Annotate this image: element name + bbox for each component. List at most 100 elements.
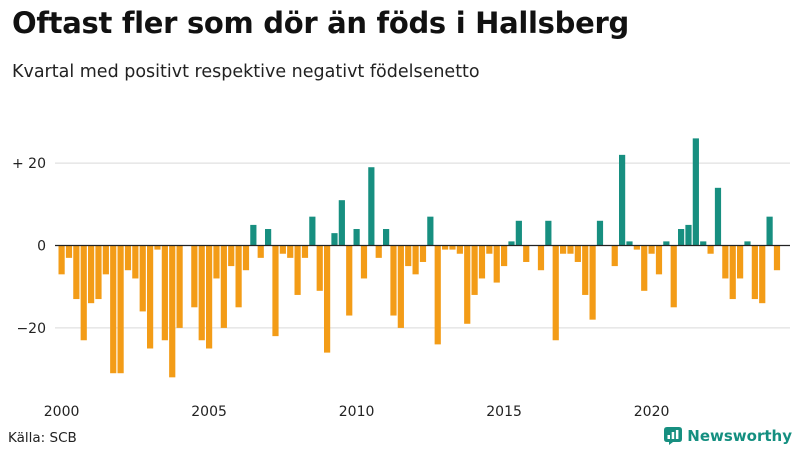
bar — [316, 245, 323, 291]
bar — [228, 245, 235, 267]
newsworthy-logo-icon — [664, 427, 683, 445]
bar — [486, 245, 493, 254]
bar — [427, 216, 434, 246]
x-tick-label: 2020 — [634, 404, 670, 420]
bar — [589, 245, 596, 320]
bar — [478, 245, 486, 279]
bar — [515, 220, 522, 246]
bar — [700, 241, 707, 246]
bar — [655, 245, 663, 275]
x-tick-label: 2015 — [486, 404, 522, 420]
bar — [206, 245, 213, 349]
bar — [309, 216, 316, 246]
x-tick-label: 2010 — [339, 404, 375, 420]
bar — [493, 245, 500, 283]
bar — [567, 245, 574, 254]
bar — [633, 245, 640, 250]
bar — [508, 241, 515, 246]
brand-name: Newsworthy — [687, 427, 792, 445]
bar — [338, 200, 345, 246]
bar — [272, 245, 279, 337]
bar — [744, 241, 751, 246]
bar — [641, 245, 648, 291]
bar — [191, 245, 198, 308]
bar — [582, 245, 589, 295]
bar — [729, 245, 736, 300]
bar — [574, 245, 581, 262]
bar — [265, 229, 272, 246]
bar — [383, 229, 390, 246]
y-tick-label: −20 — [16, 321, 46, 337]
bar — [139, 245, 146, 312]
bar — [405, 245, 412, 267]
bar — [692, 138, 699, 246]
bar — [611, 245, 618, 267]
bar — [375, 245, 382, 258]
bar — [714, 187, 722, 246]
bar — [523, 245, 530, 262]
bar — [412, 245, 419, 275]
bar — [235, 245, 242, 308]
bar — [287, 245, 294, 258]
bar — [773, 245, 781, 271]
bar — [456, 245, 463, 254]
bar — [220, 245, 227, 328]
bar — [552, 245, 559, 341]
bar — [626, 241, 633, 246]
y-tick-label: 0 — [37, 239, 46, 255]
bar — [324, 245, 331, 353]
bar — [501, 245, 508, 267]
bar — [397, 245, 404, 328]
bar — [648, 245, 655, 254]
bar — [124, 245, 132, 271]
bar — [294, 245, 301, 295]
bar — [88, 245, 95, 304]
bar — [390, 245, 397, 316]
bar — [80, 245, 87, 341]
source-note: Källa: SCB — [8, 430, 77, 446]
bar — [449, 245, 456, 250]
bar — [102, 245, 109, 275]
bar — [368, 167, 375, 246]
bar — [346, 245, 353, 316]
bar — [176, 245, 183, 328]
bar — [434, 245, 441, 345]
bar — [65, 245, 73, 258]
bar — [353, 229, 360, 246]
bar — [537, 245, 545, 271]
bar — [169, 245, 176, 378]
bar — [132, 245, 139, 279]
bar — [117, 245, 124, 374]
bar — [331, 233, 338, 246]
bar — [161, 245, 168, 341]
bar — [545, 220, 552, 246]
x-tick-label: 2005 — [191, 404, 227, 420]
bar — [678, 229, 685, 246]
bar — [154, 245, 161, 250]
bar — [242, 245, 250, 271]
bar — [663, 241, 670, 246]
bar — [471, 245, 478, 295]
bar — [722, 245, 729, 279]
bar — [464, 245, 471, 324]
bar — [670, 245, 677, 308]
bar — [707, 245, 714, 254]
bar — [759, 245, 766, 304]
bar — [685, 224, 692, 246]
bar — [766, 216, 773, 246]
x-tick-label: 2000 — [44, 404, 80, 420]
chart-title: Oftast fler som dör än föds i Hallsberg — [12, 6, 629, 40]
bar — [73, 245, 80, 300]
bar — [560, 245, 567, 254]
bar — [619, 154, 626, 246]
bar — [95, 245, 102, 300]
bar — [257, 245, 264, 258]
bar — [442, 245, 449, 250]
bar — [360, 245, 368, 279]
bar — [213, 245, 220, 279]
newsworthy-brand: Newsworthy — [664, 426, 792, 446]
bar — [737, 245, 744, 279]
bar — [198, 245, 205, 341]
bar — [250, 224, 257, 246]
